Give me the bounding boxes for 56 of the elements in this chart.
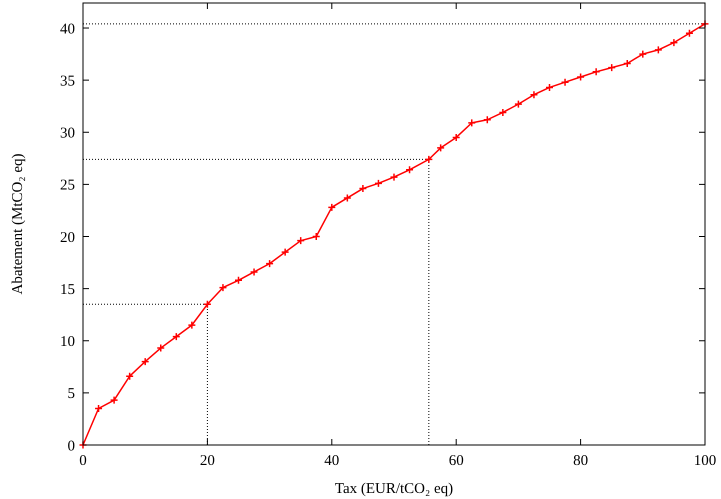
point [498,108,508,117]
x-axis-title: Tax (EUR/tCO₂ eq) [334,481,454,497]
point [545,83,554,92]
point [312,232,320,241]
point [188,320,196,330]
point [685,28,694,38]
x-tick-label: 60 [448,453,464,469]
point [358,184,368,193]
point [234,276,243,285]
point [390,172,398,182]
point [607,63,616,72]
point [280,248,290,256]
x-tick-label: 20 [200,453,215,469]
point [156,344,165,352]
point [296,236,305,245]
y-axis-title: Abatement (MtCO₂ eq) [10,153,26,295]
x-tick-label: 80 [573,453,588,469]
point [483,116,492,124]
x-tick-label: 0 [79,453,87,469]
point [140,357,150,366]
y-tick-label: 20 [60,230,75,246]
y-tick-label: 10 [60,334,75,350]
point [576,72,585,82]
y-tick-label: 35 [60,73,75,90]
point [670,38,678,47]
point [250,268,258,276]
point [405,166,414,174]
point [424,155,434,164]
point [328,203,336,212]
point [530,90,538,99]
y-tick-label: 15 [60,282,75,298]
point [638,50,648,58]
point [94,404,103,413]
point [514,100,523,108]
point [343,194,352,202]
y-tick-label: 5 [68,386,75,402]
point [623,59,632,68]
y-tick-label: 25 [60,178,75,194]
point [218,283,228,292]
point [452,133,460,142]
point [592,68,600,76]
point [203,300,212,309]
y-tick-label: 0 [68,438,75,454]
y-tick-label: 30 [60,126,75,142]
x-tick-label: 100 [694,453,716,469]
point [560,78,570,86]
point [172,332,181,341]
x-tick-label: 40 [324,453,340,469]
point [654,46,663,54]
point [468,118,476,128]
point [265,259,274,268]
point [125,372,134,380]
point [374,179,383,188]
point [110,396,118,404]
y-tick-label: 40 [60,21,75,38]
point [436,144,445,152]
